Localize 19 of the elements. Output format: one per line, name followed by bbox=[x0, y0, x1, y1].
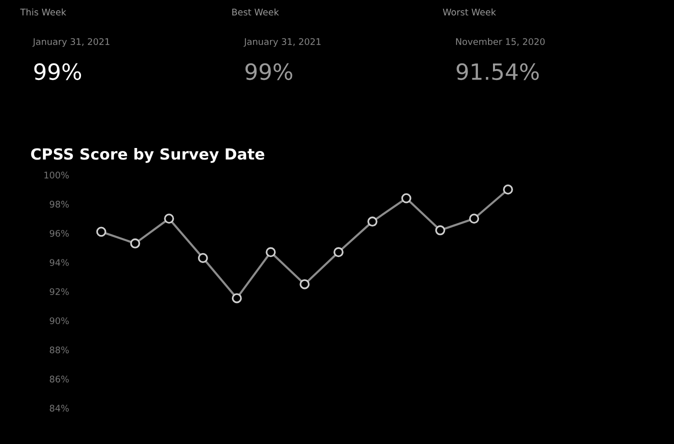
chart-title: CPSS Score by Survey Date bbox=[31, 148, 264, 163]
y-tick-label: 94% bbox=[50, 259, 69, 266]
text: This Week bbox=[20, 8, 66, 16]
text: November 15, 2020 bbox=[456, 38, 545, 46]
text: 99% bbox=[34, 63, 82, 80]
text: Worst Week bbox=[442, 8, 496, 16]
y-tick-label: 92% bbox=[50, 288, 69, 296]
text: January 31, 2021 bbox=[244, 38, 321, 47]
text: 91.54% bbox=[456, 63, 539, 80]
y-tick-label: 98% bbox=[50, 200, 69, 208]
y-tick-label: 96% bbox=[50, 230, 69, 237]
text: 99% bbox=[245, 63, 292, 80]
text: January 31, 2021 bbox=[32, 38, 110, 47]
text: Best Week bbox=[232, 8, 279, 16]
y-tick-label: 84% bbox=[50, 404, 69, 412]
y-tick-label: 100% bbox=[44, 172, 69, 178]
y-tick-label: 90% bbox=[50, 317, 69, 324]
y-tick-label: 86% bbox=[50, 376, 69, 382]
y-tick-label: 88% bbox=[50, 346, 69, 354]
